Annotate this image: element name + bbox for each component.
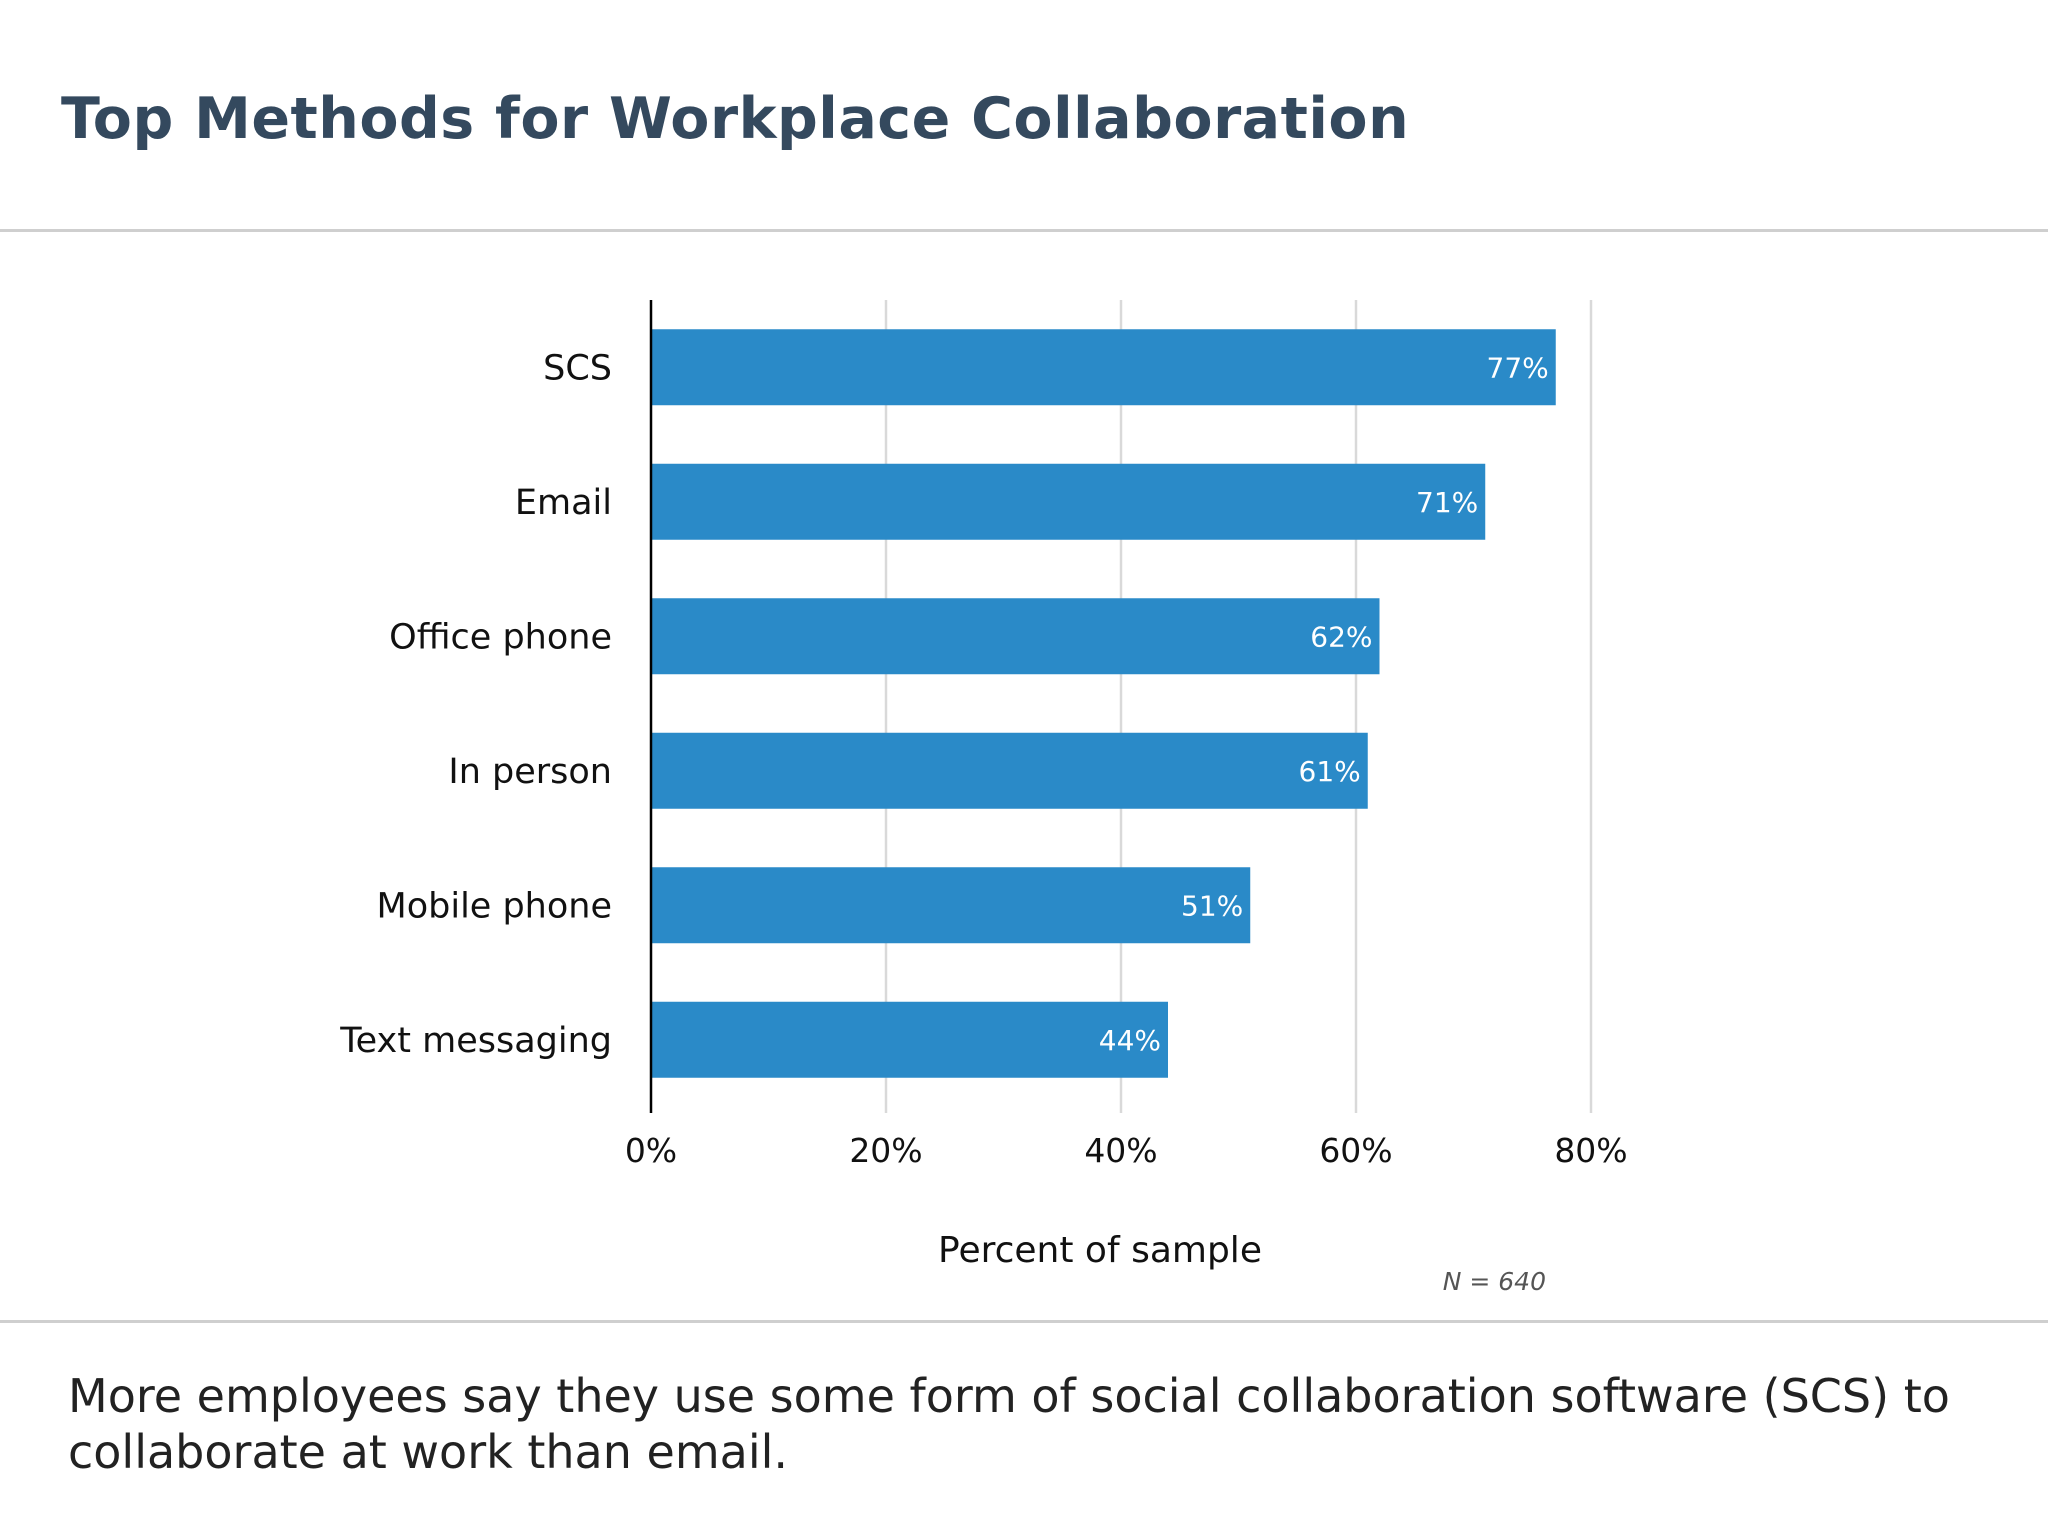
category-label: Mobile phone (377, 886, 612, 926)
chart-caption: More employees say they use some form of… (68, 1369, 1950, 1479)
category-label: Office phone (389, 617, 612, 657)
bar-value-label: 44% (1099, 1024, 1161, 1057)
top-divider (0, 229, 2048, 232)
x-tick-label: 80% (1554, 1131, 1627, 1170)
bar (651, 598, 1380, 675)
bottom-divider (0, 1320, 2048, 1323)
bars: 77% 71% 62% 61% 51% 44% (651, 329, 1556, 1078)
category-label: Text messaging (339, 1021, 612, 1061)
x-tick-label: 20% (849, 1131, 922, 1170)
page-title: Top Methods for Workplace Collaboration (61, 86, 1410, 152)
category-label: Email (515, 483, 612, 523)
bar (651, 1001, 1168, 1078)
bar-value-label: 51% (1181, 889, 1243, 922)
bar-value-label: 61% (1299, 755, 1361, 788)
gridlines (884, 300, 1593, 1113)
bar (651, 732, 1368, 809)
x-tick-label: 60% (1319, 1131, 1392, 1170)
bar-value-label: 71% (1416, 486, 1478, 519)
bar (651, 329, 1556, 406)
axes: 0% 20% 40% 60% 80% SCS Email Office phone In per… (339, 300, 1628, 1170)
category-label: In person (448, 752, 612, 792)
bar-value-label: 62% (1310, 620, 1372, 653)
bar (651, 463, 1486, 540)
sample-size-note: N = 640 (1443, 1267, 1546, 1296)
bar-value-label: 77% (1487, 351, 1549, 384)
bar (651, 867, 1251, 944)
x-tick-label: 40% (1084, 1131, 1157, 1170)
x-tick-label: 0% (625, 1131, 677, 1170)
bar-chart: 77% 71% 62% 61% 51% 44% 0% 20% 40% 60% 80% SCS Emai… (339, 300, 1628, 1296)
x-axis-title: Percent of sample (938, 1230, 1262, 1271)
category-label: SCS (543, 348, 612, 388)
